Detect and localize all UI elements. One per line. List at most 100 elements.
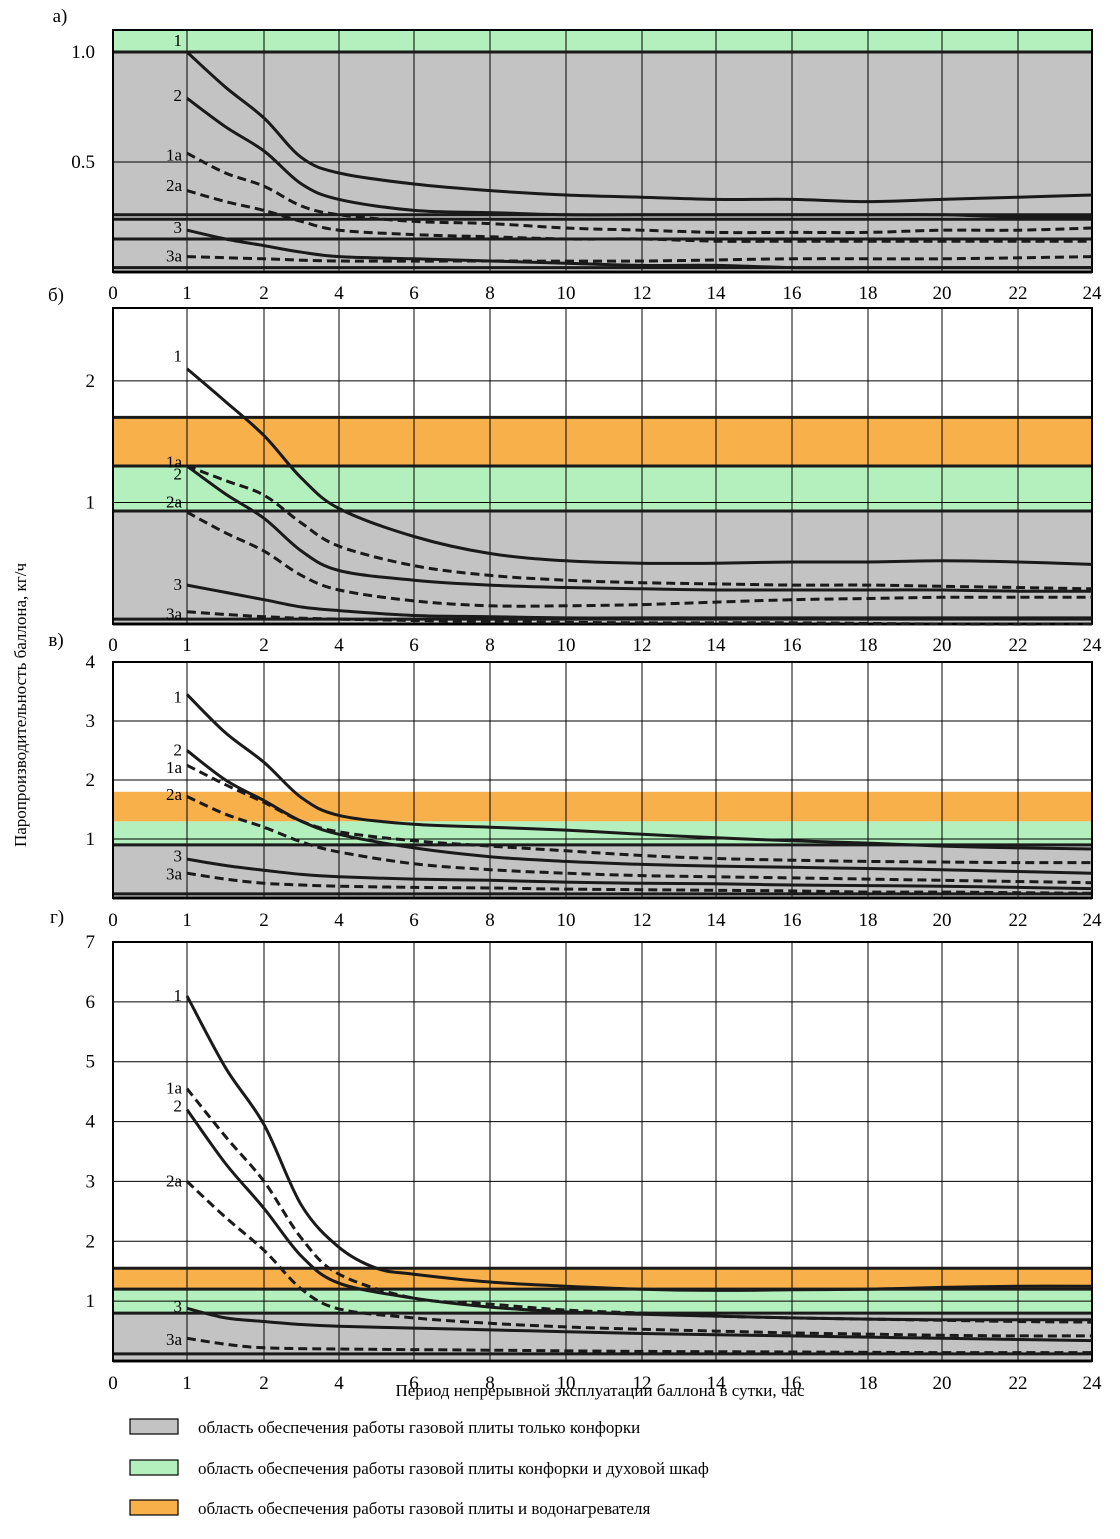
area-band-orange <box>113 791 1092 822</box>
y-tick-label: 4 <box>86 652 96 673</box>
series-label: 3 <box>174 575 183 594</box>
plot-frame <box>112 661 1093 899</box>
x-tick-label: 18 <box>859 910 878 931</box>
y-tick-label: 1 <box>86 1291 96 1312</box>
x-tick-label: 8 <box>485 1373 495 1394</box>
y-tick-label: 5 <box>86 1052 96 1073</box>
x-tick-label: 4 <box>334 635 344 656</box>
x-tick-label: 14 <box>707 910 727 931</box>
area-band-grey <box>113 844 1092 898</box>
x-tick-label: 12 <box>633 283 652 304</box>
series-line-3 <box>186 857 1093 891</box>
x-tick-label: 16 <box>783 283 802 304</box>
x-tick-label: 18 <box>859 635 878 656</box>
y-tick-label: 1.0 <box>71 42 95 63</box>
legend-item-orange: область обеспечения работы газовой плиты… <box>129 1499 650 1518</box>
x-tick-label: 18 <box>859 1373 878 1394</box>
series-line-3а <box>186 610 1093 626</box>
series-label: 2а <box>166 785 183 804</box>
legend-text: область обеспечения работы газовой плиты… <box>198 1459 709 1478</box>
plot-frame <box>112 307 1093 625</box>
series-label: 3 <box>174 218 183 237</box>
x-tick-label: 14 <box>707 283 727 304</box>
y-tick-label: 1 <box>86 829 96 850</box>
series-line-3 <box>186 1306 1093 1343</box>
panel-label: а) <box>53 6 68 27</box>
x-tick-label: 2 <box>259 1373 269 1394</box>
y-tick-label: 2 <box>86 371 96 392</box>
x-tick-label: 6 <box>409 283 419 304</box>
series-label: 1а <box>166 1079 183 1098</box>
legend-item-green: область обеспечения работы газовой плиты… <box>129 1459 709 1478</box>
series-line-2а <box>186 510 1092 608</box>
series-line-2 <box>185 1108 1092 1322</box>
area-band-orange <box>113 417 1092 466</box>
x-tick-label: 1 <box>182 1373 192 1394</box>
x-tick-label: 10 <box>557 283 576 304</box>
x-tick-label: 4 <box>334 283 344 304</box>
series-label: 3а <box>166 1330 183 1349</box>
series-label: 3а <box>166 604 183 623</box>
x-tick-label: 6 <box>409 635 419 656</box>
series-label: 1а <box>166 758 183 777</box>
x-tick-label: 14 <box>707 1373 727 1394</box>
series-label: 3 <box>174 1297 183 1316</box>
legend-swatch <box>129 1459 179 1476</box>
series-line-1 <box>185 995 1093 1292</box>
x-tick-label: 8 <box>485 635 495 656</box>
x-tick-label: 20 <box>933 1373 952 1394</box>
series-label: 3а <box>166 247 183 266</box>
y-tick-label: 2 <box>86 1231 96 1252</box>
x-tick-label: 24 <box>1083 635 1103 656</box>
x-tick-label: 12 <box>633 635 652 656</box>
x-tick-label: 22 <box>1009 635 1028 656</box>
series-label: 2 <box>174 86 183 105</box>
legend-item-grey: область обеспечения работы газовой плиты… <box>129 1418 640 1437</box>
x-tick-label: 2 <box>259 910 269 931</box>
x-tick-label: 6 <box>409 1373 419 1394</box>
x-tick-label: 1 <box>182 283 192 304</box>
x-tick-label: 1 <box>182 635 192 656</box>
series-line-1 <box>185 693 1093 851</box>
series-label: 3 <box>174 847 183 866</box>
y-tick-label: 1 <box>86 492 96 513</box>
y-tick-label: 2 <box>86 770 96 791</box>
x-tick-label: 12 <box>633 1373 652 1394</box>
legend-text: область обеспечения работы газовой плиты… <box>198 1418 640 1437</box>
x-tick-label: 0 <box>108 635 118 656</box>
x-tick-label: 10 <box>557 910 576 931</box>
series-line-3а <box>186 1336 1093 1355</box>
legend-swatch <box>129 1499 179 1516</box>
x-tick-label: 12 <box>633 910 652 931</box>
legend-text: область обеспечения работы газовой плиты… <box>198 1499 650 1518</box>
x-tick-label: 20 <box>933 910 952 931</box>
y-tick-label: 4 <box>86 1112 96 1133</box>
panel-label: б) <box>48 285 64 306</box>
x-tick-label: 24 <box>1083 910 1103 931</box>
x-tick-label: 20 <box>933 283 952 304</box>
x-tick-label: 1 <box>182 910 192 931</box>
series-line-2 <box>186 97 1093 219</box>
x-tick-label: 20 <box>933 635 952 656</box>
area-band-green <box>113 30 1092 52</box>
series-line-1 <box>186 367 1093 566</box>
series-label: 2 <box>174 741 183 760</box>
x-tick-label: 18 <box>859 283 878 304</box>
x-tick-label: 0 <box>108 283 118 304</box>
x-tick-label: 16 <box>783 635 802 656</box>
series-label: 1 <box>174 31 183 50</box>
series-line-1а <box>186 763 1093 865</box>
legend: область обеспечения работы газовой плиты… <box>129 1418 709 1518</box>
x-tick-label: 22 <box>1009 1373 1028 1394</box>
plot-frame <box>112 29 1093 273</box>
series-label: 1 <box>174 986 183 1005</box>
panel-label: г) <box>50 907 64 928</box>
series-line-2а <box>186 189 1092 243</box>
x-tick-label: 22 <box>1009 283 1028 304</box>
x-tick-label: 10 <box>557 1373 576 1394</box>
series-line-1а <box>186 151 1093 235</box>
